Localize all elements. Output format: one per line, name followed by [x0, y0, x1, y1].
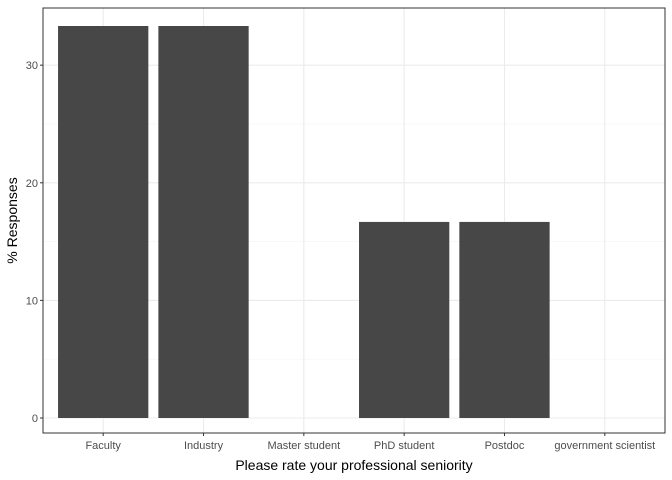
bar-phd-student [359, 221, 450, 418]
y-tick-label: 10 [26, 295, 38, 307]
x-tick-label: government scientist [554, 440, 655, 452]
x-tick-label: Master student [267, 440, 340, 452]
x-tick-label: Industry [184, 440, 224, 452]
x-axis-title: Please rate your professional seniority [235, 457, 472, 473]
x-tick-label: PhD student [374, 440, 435, 452]
y-tick-label: 0 [32, 413, 38, 425]
bar-industry [158, 26, 249, 418]
bar-faculty [58, 26, 149, 418]
x-tick-label: Postdoc [485, 440, 525, 452]
y-tick-label: 30 [26, 60, 38, 72]
bar-postdoc [459, 221, 550, 418]
y-axis-title: % Responses [4, 177, 20, 263]
panel-border [42, 7, 666, 434]
y-tick-label: 20 [26, 178, 38, 190]
x-tick-label: Faculty [85, 440, 121, 452]
